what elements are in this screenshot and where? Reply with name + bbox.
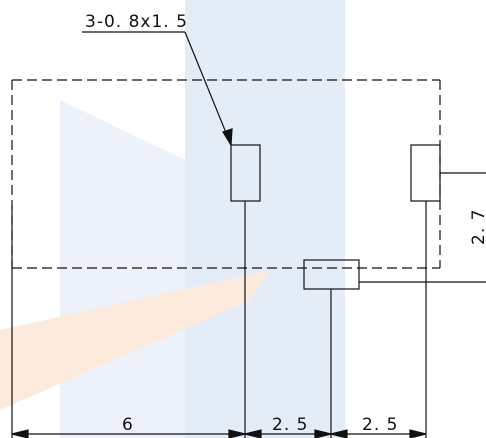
bottom-dimension xyxy=(11,429,427,438)
dim-label-6: 6 xyxy=(122,415,134,435)
dim-label-2-5-second: 2. 5 xyxy=(362,415,398,435)
pad-geometry xyxy=(11,144,486,438)
callout-arrowhead xyxy=(222,128,233,147)
arrow-25b-right xyxy=(409,429,427,438)
watermark-orange-wedge xyxy=(0,270,270,410)
dim-label-2-7-vertical: 2. 7 xyxy=(469,209,486,245)
callout-leader xyxy=(82,31,233,147)
arrow-25a-right xyxy=(314,429,332,438)
watermark-logo xyxy=(0,0,345,438)
pad-rect-right xyxy=(410,144,441,202)
arrow-6-left xyxy=(11,429,29,438)
arrow-25a-left xyxy=(244,429,262,438)
watermark-blue-band xyxy=(185,0,345,438)
arrow-25b-left xyxy=(330,429,348,438)
callout-leader-line xyxy=(184,31,232,146)
dim-label-2-5-first: 2. 5 xyxy=(272,415,308,435)
arrow-6-right xyxy=(228,429,246,438)
callout-label: 3-0. 8x1. 5 xyxy=(85,12,188,32)
watermark-blue-diagonal xyxy=(60,100,185,438)
